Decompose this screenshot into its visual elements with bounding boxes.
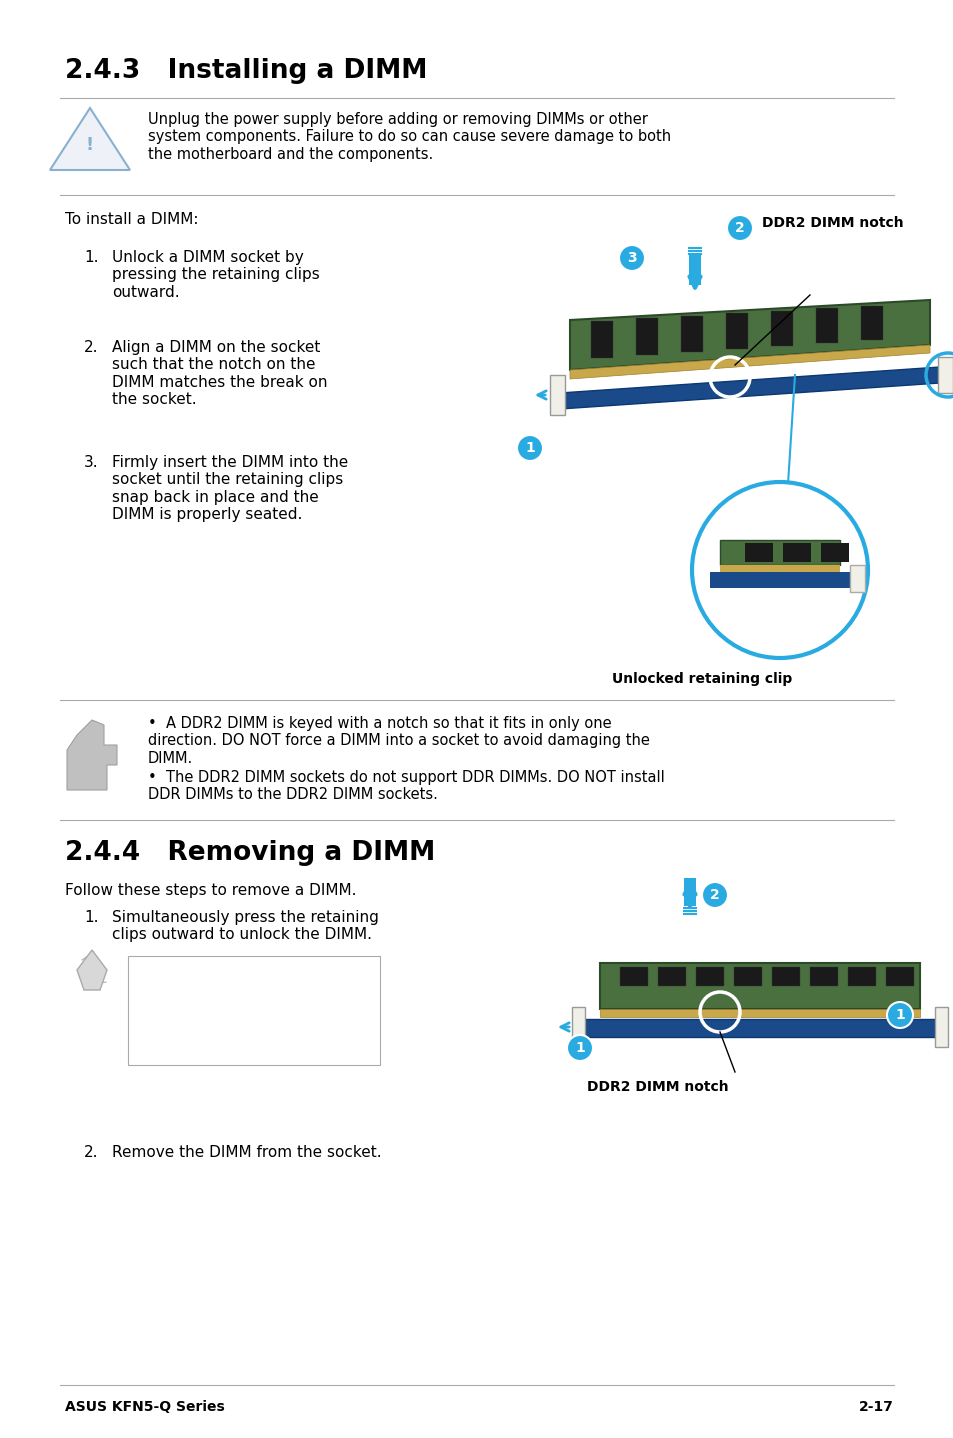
Text: Unplug the power supply before adding or removing DIMMs or other
system componen: Unplug the power supply before adding or…	[148, 112, 670, 162]
Text: Follow these steps to remove a DIMM.: Follow these steps to remove a DIMM.	[65, 883, 356, 897]
Polygon shape	[77, 951, 107, 989]
Text: 1: 1	[575, 1041, 584, 1055]
Bar	[688, 255, 700, 285]
Polygon shape	[934, 1007, 947, 1047]
Text: 2: 2	[709, 889, 720, 902]
Text: 2.4.4   Removing a DIMM: 2.4.4 Removing a DIMM	[65, 840, 435, 866]
Polygon shape	[937, 357, 952, 393]
Circle shape	[517, 436, 542, 462]
Circle shape	[618, 244, 644, 270]
Polygon shape	[599, 1009, 919, 1017]
Text: 1.: 1.	[84, 910, 98, 925]
Text: 2.4.3   Installing a DIMM: 2.4.3 Installing a DIMM	[65, 58, 427, 83]
Text: Unlock a DIMM socket by
pressing the retaining clips
outward.: Unlock a DIMM socket by pressing the ret…	[112, 250, 319, 299]
Polygon shape	[816, 308, 838, 342]
Polygon shape	[680, 316, 702, 352]
Polygon shape	[720, 565, 840, 572]
Circle shape	[691, 482, 867, 659]
Text: 1.: 1.	[84, 250, 98, 265]
Polygon shape	[696, 966, 723, 986]
Polygon shape	[821, 544, 848, 562]
Text: Support the DIMM lightly with
your fingers when pressing the
retaining clips. Th: Support the DIMM lightly with your finge…	[138, 962, 349, 1035]
Polygon shape	[849, 565, 864, 592]
Text: DDR2 DIMM notch: DDR2 DIMM notch	[587, 1080, 728, 1094]
Polygon shape	[636, 318, 658, 355]
Polygon shape	[619, 966, 647, 986]
Circle shape	[726, 216, 752, 242]
Polygon shape	[67, 720, 117, 789]
Circle shape	[886, 1002, 912, 1028]
Polygon shape	[771, 311, 793, 347]
Polygon shape	[569, 345, 929, 380]
Polygon shape	[569, 301, 929, 370]
Text: 1: 1	[894, 1008, 904, 1022]
Text: Simultaneously press the retaining
clips outward to unlock the DIMM.: Simultaneously press the retaining clips…	[112, 910, 378, 942]
FancyBboxPatch shape	[128, 956, 379, 1066]
Polygon shape	[572, 1007, 584, 1047]
Text: •  A DDR2 DIMM is keyed with a notch so that it fits in only one
direction. DO N: • A DDR2 DIMM is keyed with a notch so t…	[148, 716, 649, 766]
Bar	[683, 879, 696, 906]
Polygon shape	[591, 321, 613, 358]
Text: Align a DIMM on the socket
such that the notch on the
DIMM matches the break on
: Align a DIMM on the socket such that the…	[112, 339, 327, 407]
Polygon shape	[720, 541, 840, 565]
Circle shape	[566, 1035, 593, 1061]
Text: !: !	[86, 137, 94, 154]
Polygon shape	[782, 544, 810, 562]
Polygon shape	[733, 966, 761, 986]
Polygon shape	[809, 966, 837, 986]
Circle shape	[701, 881, 727, 907]
Polygon shape	[771, 966, 800, 986]
Polygon shape	[584, 1020, 934, 1037]
Text: Unlocked retaining clip: Unlocked retaining clip	[611, 672, 791, 686]
Text: 2.: 2.	[84, 339, 98, 355]
Polygon shape	[50, 108, 130, 170]
Polygon shape	[861, 306, 882, 339]
Polygon shape	[559, 367, 939, 408]
Polygon shape	[744, 544, 772, 562]
Polygon shape	[885, 966, 913, 986]
Text: 2.: 2.	[84, 1145, 98, 1160]
Polygon shape	[709, 572, 849, 588]
Text: DDR2 DIMM notch: DDR2 DIMM notch	[761, 216, 902, 230]
Text: 1: 1	[524, 441, 535, 454]
Polygon shape	[658, 966, 685, 986]
Text: •  The DDR2 DIMM sockets do not support DDR DIMMs. DO NOT install
DDR DIMMs to t: • The DDR2 DIMM sockets do not support D…	[148, 769, 664, 802]
Polygon shape	[847, 966, 875, 986]
Text: 2: 2	[735, 221, 744, 234]
Text: Firmly insert the DIMM into the
socket until the retaining clips
snap back in pl: Firmly insert the DIMM into the socket u…	[112, 454, 348, 522]
Text: 3.: 3.	[84, 454, 98, 470]
Text: 2-17: 2-17	[859, 1401, 893, 1414]
Text: 3: 3	[626, 252, 637, 265]
Polygon shape	[550, 375, 564, 416]
Polygon shape	[599, 963, 919, 1009]
Polygon shape	[726, 313, 748, 349]
Text: To install a DIMM:: To install a DIMM:	[65, 211, 198, 227]
Text: Remove the DIMM from the socket.: Remove the DIMM from the socket.	[112, 1145, 381, 1160]
Text: ASUS KFN5-Q Series: ASUS KFN5-Q Series	[65, 1401, 225, 1414]
